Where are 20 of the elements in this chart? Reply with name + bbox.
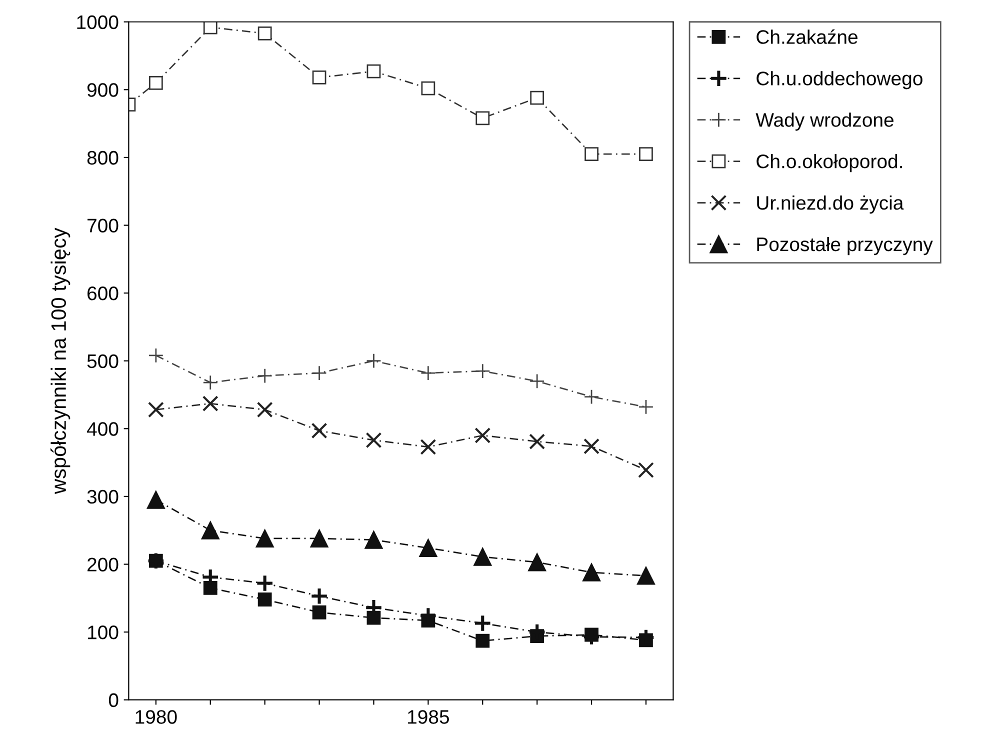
y-tick-label: 0 <box>108 693 118 708</box>
y-tick-label: 800 <box>87 150 118 165</box>
y-tick-label: 600 <box>88 286 118 300</box>
legend-label: Ch.u.oddechowego <box>756 71 922 90</box>
legend-label: Ch.o.okołoporod. <box>756 154 902 172</box>
y-axis-title: współczynniki na 100 tysięcy <box>50 228 70 494</box>
y-tick-label: 900 <box>87 83 118 97</box>
legend-label: Ch.zakaźne <box>756 29 858 44</box>
x-tick-label: 1985 <box>408 710 449 724</box>
y-tick-label: 300 <box>87 490 118 504</box>
y-tick-label: 100 <box>88 626 118 640</box>
y-tick-label: 1000 <box>77 15 118 30</box>
y-tick-label: 700 <box>88 218 118 232</box>
legend-label: Ur.niezd.do życia <box>757 195 904 214</box>
x-tick-label: 1980 <box>136 710 177 724</box>
legend-label: Pozostałe przyczyny <box>757 236 933 256</box>
legend-label: Wady wrodzone <box>756 112 894 131</box>
y-tick-label: 200 <box>88 558 118 572</box>
y-tick-label: 500 <box>87 354 118 368</box>
y-tick-label: 400 <box>86 422 118 436</box>
